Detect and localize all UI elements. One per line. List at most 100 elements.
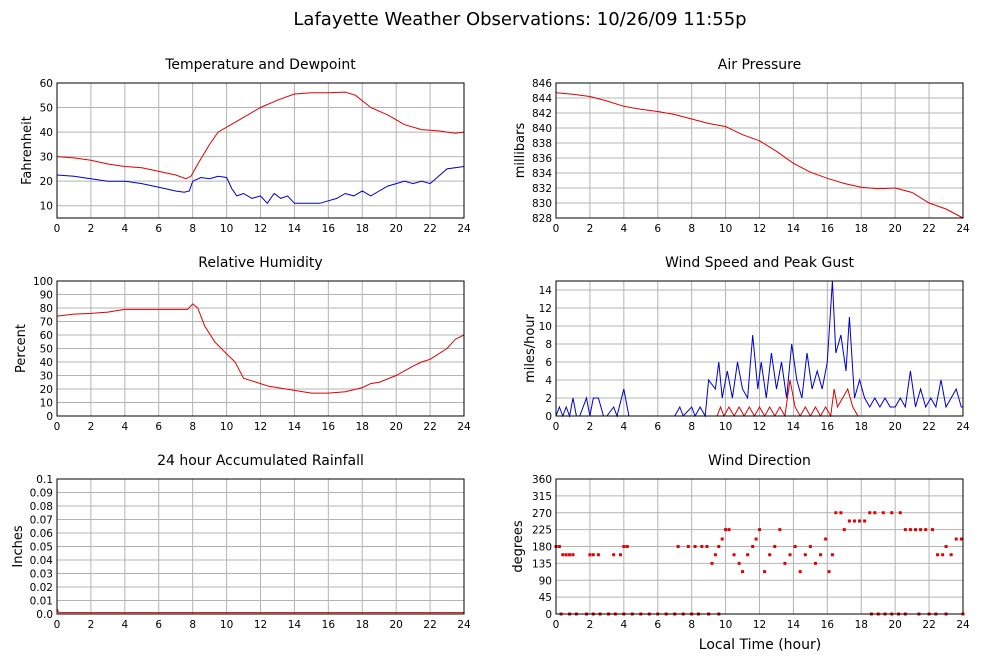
wind-x-tick-label: 2 [587,421,594,433]
temp-x-tick-label: 2 [88,223,95,235]
wind-y-tick-label: 8 [545,339,552,351]
pressure-series-line-red [555,92,964,219]
humidity-x-tick-label: 16 [322,421,336,433]
rain-x-tick-label: 6 [155,619,162,631]
wind-x-tick-label: 8 [688,421,695,433]
rain-y-tick-label: 0.08 [30,501,53,513]
winddir-point [941,553,945,557]
winddir-point [588,553,592,557]
rain-y-tick-label: 0.07 [30,515,53,527]
humidity-x-tick-label: 4 [121,421,128,433]
rain-y-tick-label: 0.03 [30,569,53,581]
winddir-point [788,553,792,557]
winddir-point [813,561,817,565]
rain-y-axis-label: Inches [11,525,26,567]
humidity-x-tick-label: 8 [189,421,196,433]
pressure-x-tick-label: 0 [553,223,560,235]
winddir-point [873,511,877,515]
rain-y-tick-label: 0.04 [30,555,54,567]
humidity-y-axis-label: Percent [14,324,29,373]
winddir-point [568,553,572,557]
winddir-x-tick-label: 2 [587,619,594,631]
winddir-point [751,545,755,548]
wind-x-tick-label: 18 [855,421,868,433]
winddir-point [705,545,709,548]
winddir-y-axis-label: degrees [511,520,526,573]
winddir-point [625,545,629,548]
winddir-point [727,528,731,532]
temp-x-tick-label: 6 [155,223,162,235]
winddir-y-tick-label: 90 [539,575,552,587]
winddir-x-tick-label: 22 [922,619,935,631]
winddir-point [827,570,831,574]
pressure-x-tick-label: 20 [888,223,901,235]
winddir-point [676,545,680,548]
temp-panel: 0 2 4 6 8 10 12 14 16 18 20 22 24102030405060Tempera… [20,57,471,235]
pressure-x-tick-label: 16 [821,223,835,235]
humidity-x-tick-label: 0 [54,421,61,433]
winddir-x-tick-label: 8 [688,619,695,631]
winddir-point [720,537,724,541]
winddir-point [778,528,782,532]
rain-x-tick-label: 2 [88,619,95,631]
humidity-x-tick-label: 2 [88,421,95,433]
winddir-point [881,511,885,515]
wind-y-axis-label: miles/hour [523,313,538,382]
winddir-point [863,519,867,523]
winddir-point [591,553,595,557]
pressure-y-tick-label: 830 [532,198,552,210]
winddir-frame [555,478,964,615]
winddir-point [596,553,600,557]
wind-x-tick-label: 16 [821,421,835,433]
rain-y-tick-label: 0.0 [36,609,53,621]
winddir-y-tick-label: 180 [532,542,552,554]
humidity-x-tick-label: 6 [155,421,162,433]
winddir-point [746,553,750,557]
rain-y-tick-label: 0.05 [30,542,53,554]
winddir-title: Wind Direction [708,453,811,469]
winddir-point [693,545,697,548]
winddir-point [954,537,958,541]
wind-y-tick-label: 6 [545,357,552,369]
wind-y-tick-label: 10 [539,321,552,333]
wind-y-tick-label: 12 [539,303,552,315]
winddir-point [868,511,872,515]
wind-x-tick-label: 10 [719,421,732,433]
winddir-point [754,537,758,541]
temp-series-line-blue [56,166,465,205]
rain-title: 24 hour Accumulated Rainfall [157,453,364,469]
humidity-y-tick-label: 10 [40,398,53,410]
winddir-point [824,537,828,541]
pressure-y-tick-label: 840 [532,123,552,135]
rain-panel: 0 2 4 6 8 10 12 14 16 18 20 22 240.00.010.020.030.04… [11,453,471,631]
rain-y-tick-label: 0.06 [30,528,54,540]
winddir-x-tick-label: 4 [620,619,627,631]
rain-y-tick-label: 0.01 [30,596,53,608]
temp-y-axis-label: Fahrenheit [20,116,35,185]
winddir-point [612,553,616,557]
temp-x-tick-label: 24 [457,223,471,235]
humidity-y-tick-label: 0 [46,411,53,423]
pressure-y-tick-label: 846 [532,78,552,90]
winddir-point [842,528,846,532]
rain-x-tick-label: 12 [254,619,267,631]
humidity-y-tick-label: 50 [40,344,53,356]
winddir-x-tick-label: 16 [821,619,835,631]
pressure-x-tick-label: 6 [654,223,661,235]
winddir-point [949,553,953,557]
temp-series-line-red [56,91,465,180]
rain-frame [56,478,465,615]
winddir-point [936,553,940,557]
humidity-y-tick-label: 30 [40,371,53,383]
winddir-point [903,528,907,532]
temp-x-tick-label: 12 [254,223,267,235]
winddir-x-tick-label: 20 [888,619,901,631]
winddir-point [798,570,802,574]
rain-x-tick-label: 14 [288,619,302,631]
temp-y-tick-label: 60 [40,78,53,90]
humidity-x-tick-label: 20 [389,421,402,433]
wind-x-tick-label: 24 [956,421,970,433]
winddir-x-tick-label: 0 [553,619,560,631]
